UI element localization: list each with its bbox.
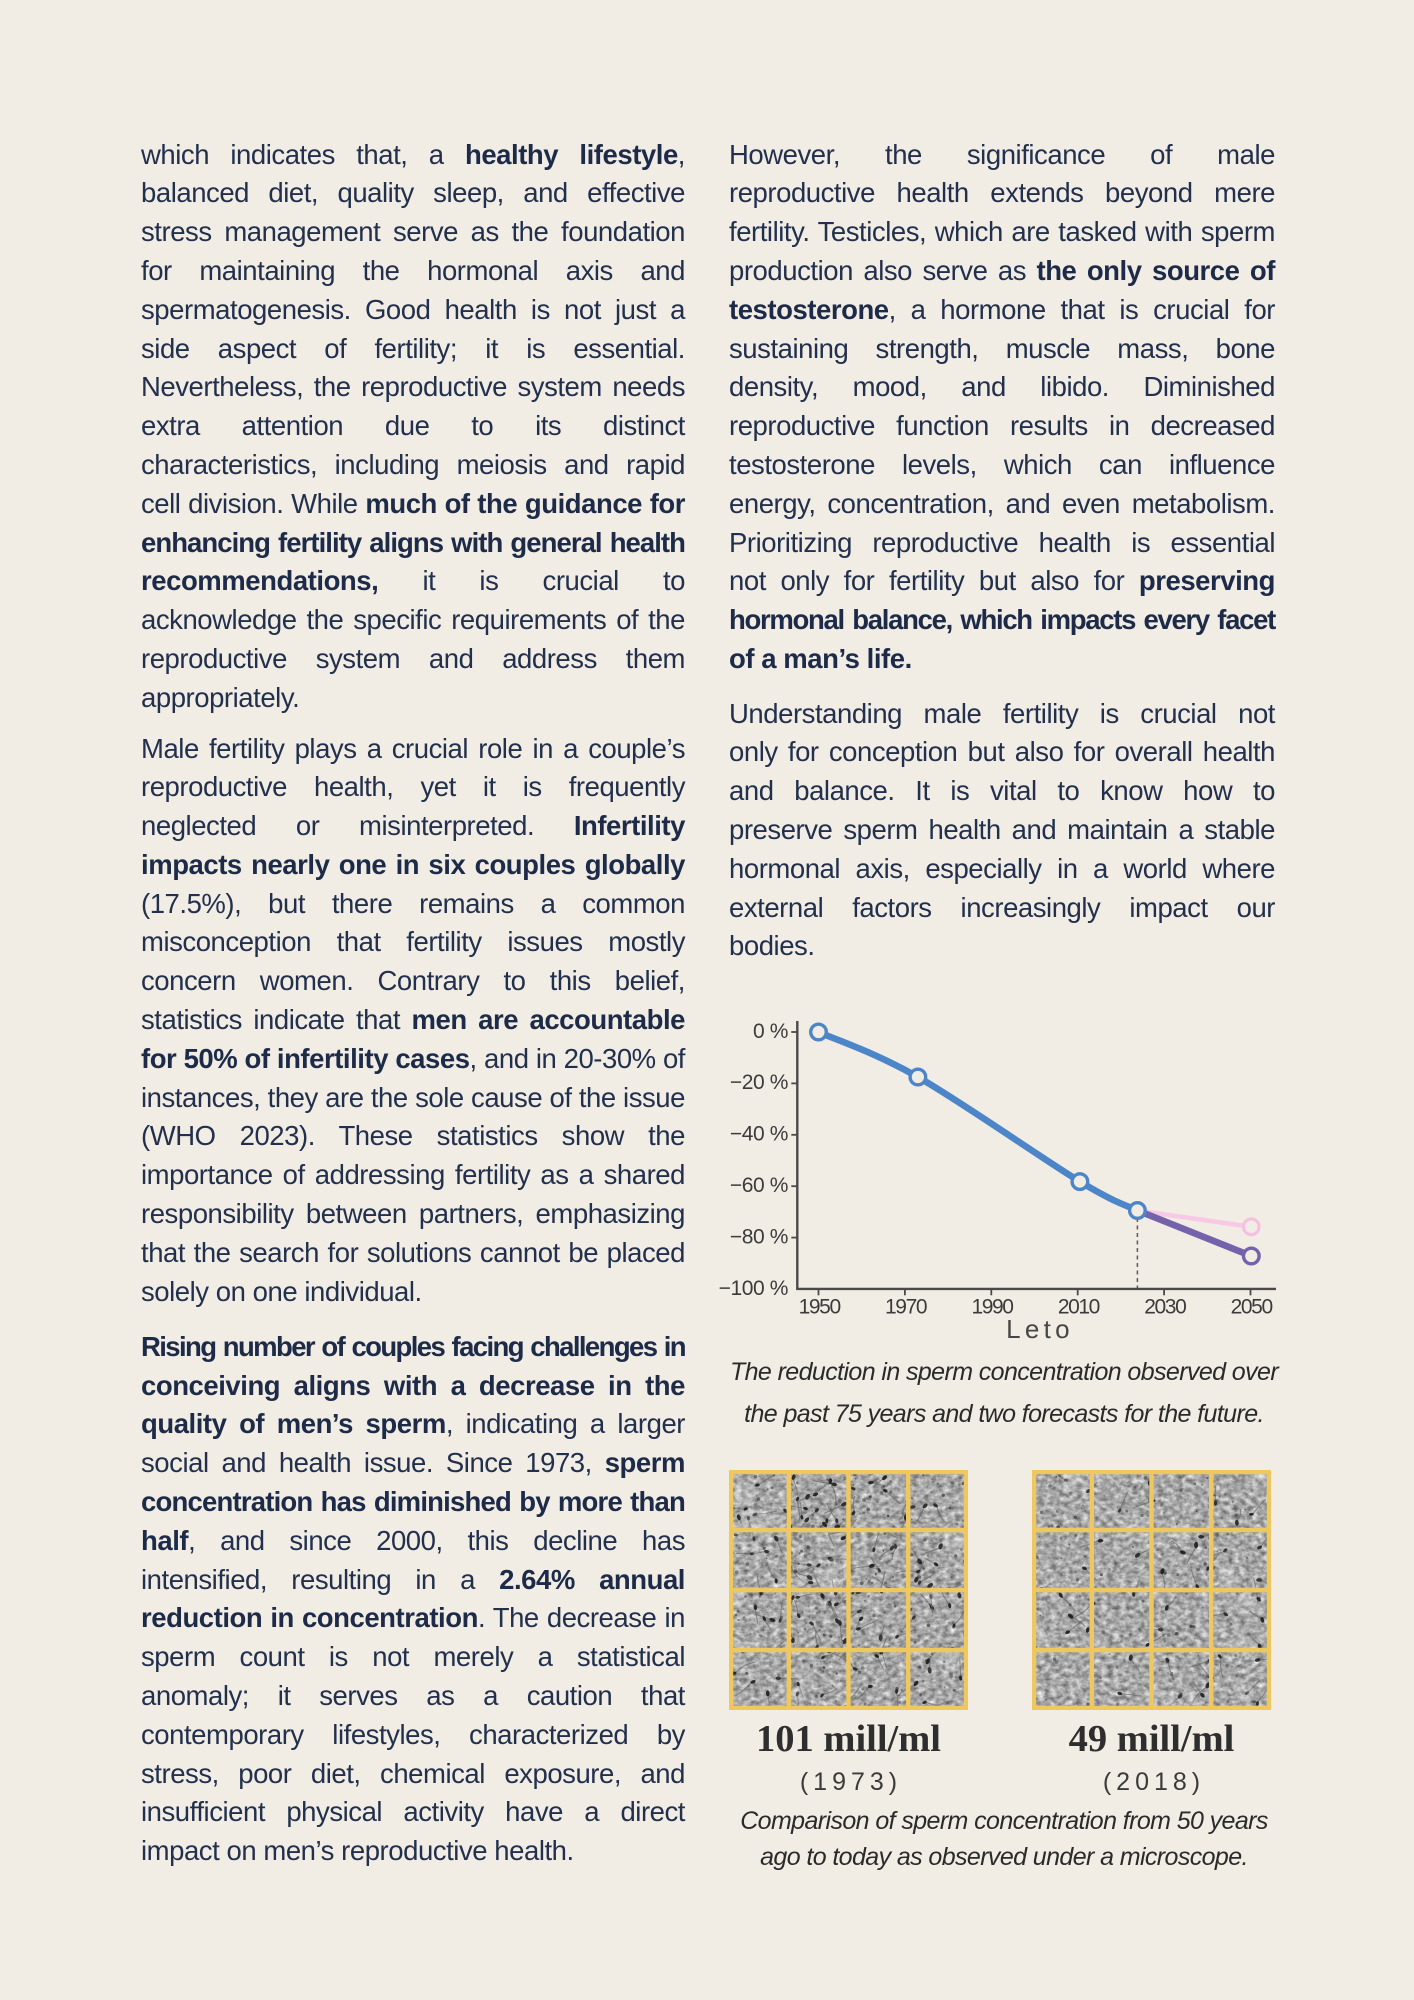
svg-text:−60 %: −60 % — [730, 1174, 788, 1197]
svg-text:−80 %: −80 % — [730, 1225, 788, 1248]
svg-text:Leto: Leto — [1006, 1314, 1074, 1344]
svg-text:1950: 1950 — [799, 1296, 841, 1319]
svg-text:2030: 2030 — [1144, 1296, 1186, 1319]
svg-text:1990: 1990 — [971, 1296, 1013, 1319]
svg-text:1970: 1970 — [885, 1296, 927, 1319]
svg-text:2050: 2050 — [1231, 1296, 1273, 1319]
svg-text:0 %: 0 % — [753, 1020, 788, 1043]
svg-text:−100 %: −100 % — [719, 1277, 788, 1300]
svg-text:−40 %: −40 % — [730, 1123, 788, 1146]
svg-text:−20 %: −20 % — [730, 1071, 788, 1094]
svg-text:2010: 2010 — [1058, 1296, 1100, 1319]
